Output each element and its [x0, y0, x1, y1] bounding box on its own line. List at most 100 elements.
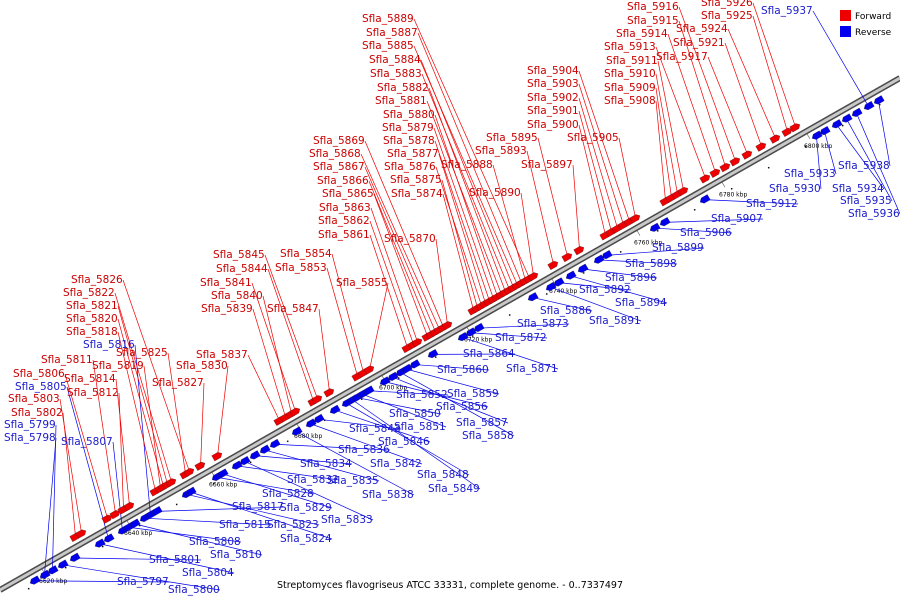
- gene-label[interactable]: Sfla_5899: [652, 242, 704, 254]
- gene-label[interactable]: Sfla_5908: [604, 95, 656, 107]
- gene-label[interactable]: Sfla_5882: [377, 82, 429, 94]
- gene-label[interactable]: Sfla_5894: [615, 297, 667, 309]
- gene-label[interactable]: Sfla_5859: [447, 388, 499, 400]
- gene-label[interactable]: Sfla_5862: [318, 215, 370, 227]
- gene-label[interactable]: Sfla_5817: [232, 501, 284, 513]
- gene-label[interactable]: Sfla_5825: [116, 347, 168, 359]
- gene-label[interactable]: Sfla_5915: [627, 15, 679, 27]
- gene-label[interactable]: Sfla_5856: [436, 401, 488, 413]
- gene-label[interactable]: Sfla_5916: [627, 1, 679, 13]
- gene-label[interactable]: Sfla_5842: [370, 458, 422, 470]
- gene-label[interactable]: Sfla_5810: [210, 549, 262, 561]
- gene-label[interactable]: Sfla_5806: [13, 368, 65, 380]
- gene-label[interactable]: Sfla_5867: [313, 161, 365, 173]
- gene-label[interactable]: Sfla_5805: [15, 381, 67, 393]
- gene-label[interactable]: Sfla_5914: [616, 28, 668, 40]
- gene-label[interactable]: Sfla_5898: [625, 258, 677, 270]
- gene-label[interactable]: Sfla_5917: [656, 51, 708, 63]
- gene-label[interactable]: Sfla_5845: [213, 249, 265, 261]
- gene-label[interactable]: Sfla_5936: [848, 208, 900, 220]
- gene-label[interactable]: Sfla_5822: [63, 287, 115, 299]
- gene-label[interactable]: Sfla_5864: [463, 348, 515, 360]
- gene-label[interactable]: Sfla_5866: [317, 175, 369, 187]
- gene-label[interactable]: Sfla_5828: [262, 488, 314, 500]
- gene-label[interactable]: Sfla_5848: [417, 469, 469, 481]
- gene-label[interactable]: Sfla_5870: [384, 233, 436, 245]
- gene-label[interactable]: Sfla_5883: [370, 68, 422, 80]
- gene-label[interactable]: Sfla_5938: [838, 160, 890, 172]
- gene-label[interactable]: Sfla_5909: [604, 82, 656, 94]
- gene-label[interactable]: Sfla_5895: [486, 132, 538, 144]
- gene-label[interactable]: Sfla_5860: [437, 364, 489, 376]
- gene-label[interactable]: Sfla_5896: [605, 272, 657, 284]
- gene-label[interactable]: Sfla_5857: [456, 417, 508, 429]
- gene-label[interactable]: Sfla_5930: [769, 183, 821, 195]
- gene-label[interactable]: Sfla_5890: [469, 187, 521, 199]
- gene-label[interactable]: Sfla_5851: [394, 421, 446, 433]
- gene-label[interactable]: Sfla_5913: [604, 41, 656, 53]
- gene-label[interactable]: Sfla_5855: [336, 277, 388, 289]
- gene-label[interactable]: Sfla_5886: [540, 305, 592, 317]
- gene-label[interactable]: Sfla_5897: [521, 159, 573, 171]
- gene-label[interactable]: Sfla_5863: [319, 202, 371, 214]
- gene-label[interactable]: Sfla_5887: [366, 27, 418, 39]
- gene-label[interactable]: Sfla_5820: [66, 313, 118, 325]
- gene-label[interactable]: Sfla_5812: [67, 387, 119, 399]
- gene-label[interactable]: Sfla_5861: [318, 229, 370, 241]
- gene-label[interactable]: Sfla_5808: [189, 536, 241, 548]
- gene-label[interactable]: Sfla_5885: [362, 40, 414, 52]
- gene-label[interactable]: Sfla_5891: [589, 315, 641, 327]
- gene-label[interactable]: Sfla_5826: [71, 274, 123, 286]
- gene-label[interactable]: Sfla_5833: [321, 514, 373, 526]
- gene-label[interactable]: Sfla_5878: [383, 135, 435, 147]
- gene-label[interactable]: Sfla_5840: [211, 290, 263, 302]
- gene-label[interactable]: Sfla_5881: [375, 95, 427, 107]
- gene-label[interactable]: Sfla_5830: [176, 360, 228, 372]
- gene-label[interactable]: Sfla_5804: [182, 567, 234, 579]
- gene-label[interactable]: Sfla_5819: [92, 360, 144, 372]
- gene-label[interactable]: Sfla_5900: [527, 119, 579, 131]
- gene-label[interactable]: Sfla_5869: [313, 135, 365, 147]
- gene-label[interactable]: Sfla_5799: [4, 419, 56, 431]
- gene-label[interactable]: Sfla_5824: [280, 533, 332, 545]
- gene-label[interactable]: Sfla_5850: [389, 408, 441, 420]
- gene-label[interactable]: Sfla_5889: [362, 13, 414, 25]
- gene-label[interactable]: Sfla_5847: [267, 303, 319, 315]
- gene-label[interactable]: Sfla_5874: [391, 188, 443, 200]
- gene-label[interactable]: Sfla_5844: [216, 263, 268, 275]
- gene-label[interactable]: Sfla_5823: [267, 519, 319, 531]
- gene-label[interactable]: Sfla_5905: [567, 132, 619, 144]
- gene-label[interactable]: Sfla_5815: [219, 519, 271, 531]
- gene-label[interactable]: Sfla_5925: [701, 10, 753, 22]
- gene-label[interactable]: Sfla_5846: [378, 436, 430, 448]
- gene-label[interactable]: Sfla_5926: [701, 0, 753, 9]
- gene-label[interactable]: Sfla_5865: [322, 188, 374, 200]
- gene-label[interactable]: Sfla_5904: [527, 65, 579, 77]
- gene-label[interactable]: Sfla_5829: [280, 502, 332, 514]
- gene-label[interactable]: Sfla_5835: [327, 475, 379, 487]
- gene-label[interactable]: Sfla_5875: [390, 174, 442, 186]
- gene-label[interactable]: Sfla_5798: [4, 432, 56, 444]
- gene-label[interactable]: Sfla_5853: [275, 262, 327, 274]
- gene-label[interactable]: Sfla_5802: [11, 407, 63, 419]
- gene-label[interactable]: Sfla_5852: [396, 389, 448, 401]
- gene-label[interactable]: Sfla_5837: [196, 349, 248, 361]
- gene-label[interactable]: Sfla_5832: [287, 474, 339, 486]
- gene-label[interactable]: Sfla_5801: [149, 554, 201, 566]
- gene-label[interactable]: Sfla_5879: [382, 122, 434, 134]
- gene-label[interactable]: Sfla_5902: [527, 92, 579, 104]
- gene-label[interactable]: Sfla_5877: [387, 148, 439, 160]
- gene-label[interactable]: Sfla_5893: [475, 145, 527, 157]
- gene-label[interactable]: Sfla_5924: [676, 23, 728, 35]
- gene-label[interactable]: Sfla_5814: [64, 373, 116, 385]
- gene-label[interactable]: Sfla_5933: [784, 168, 836, 180]
- gene-label[interactable]: Sfla_5906: [680, 227, 732, 239]
- gene-label[interactable]: Sfla_5880: [383, 109, 435, 121]
- gene-label[interactable]: Sfla_5811: [41, 354, 93, 366]
- gene-label[interactable]: Sfla_5934: [832, 183, 884, 195]
- gene-label[interactable]: Sfla_5901: [527, 105, 579, 117]
- gene-label[interactable]: Sfla_5838: [362, 489, 414, 501]
- gene-label[interactable]: Sfla_5921: [673, 37, 725, 49]
- gene-label[interactable]: Sfla_5871: [506, 363, 558, 375]
- gene-label[interactable]: Sfla_5849: [428, 483, 480, 495]
